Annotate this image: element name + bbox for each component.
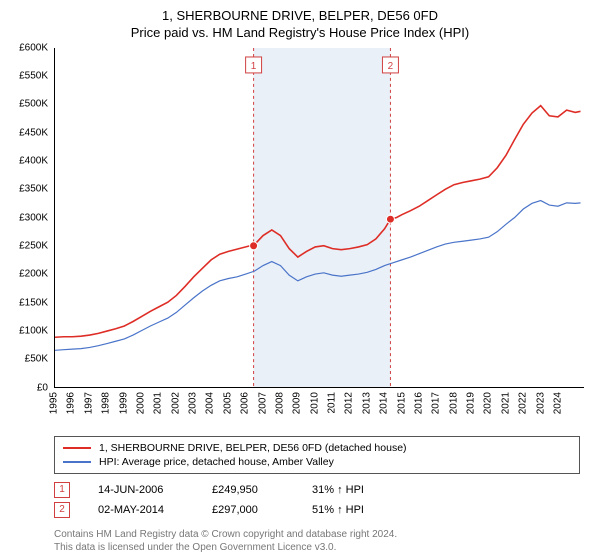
x-tick-label: 2024 — [552, 392, 563, 414]
x-tick-label: 1998 — [101, 392, 112, 414]
y-axis: £0£50K£100K£150K£200K£250K£300K£350K£400… — [10, 48, 50, 388]
y-tick-label: £200K — [19, 269, 48, 280]
chart-area: £0 £50K £100K £150K £200K £250K £300K £350K £400… — [10, 48, 590, 432]
svg-text:1: 1 — [251, 61, 257, 72]
x-tick-label: 2020 — [483, 392, 494, 414]
footer-line2: This data is licensed under the Open Gov… — [54, 541, 580, 554]
x-tick-label: 2015 — [396, 392, 407, 414]
legend: 1, SHERBOURNE DRIVE, BELPER, DE56 0FD (d… — [54, 436, 580, 474]
y-tick-label: £300K — [19, 212, 48, 223]
x-tick-label: 2013 — [361, 392, 372, 414]
y-tick-label: £550K — [19, 71, 48, 82]
marker-row: 2 02-MAY-2014 £297,000 51% ↑ HPI — [54, 500, 580, 520]
x-tick-label: 2022 — [518, 392, 529, 414]
legend-swatch — [63, 461, 91, 463]
x-tick-label: 2007 — [257, 392, 268, 414]
x-tick-label: 2000 — [135, 392, 146, 414]
x-tick-label: 2023 — [535, 392, 546, 414]
legend-item: HPI: Average price, detached house, Ambe… — [63, 455, 571, 469]
x-tick-label: 2011 — [327, 392, 338, 414]
y-tick-label: £150K — [19, 297, 48, 308]
x-tick-label: 2005 — [222, 392, 233, 414]
y-tick-label: £50K — [25, 354, 48, 365]
marker-date: 02-MAY-2014 — [98, 504, 184, 516]
x-tick-label: 2003 — [188, 392, 199, 414]
legend-swatch — [63, 447, 91, 449]
marker-table: 1 14-JUN-2006 £249,950 31% ↑ HPI 2 02-MAY-201… — [54, 480, 580, 520]
marker-row: 1 14-JUN-2006 £249,950 31% ↑ HPI — [54, 480, 580, 500]
x-tick-label: 1997 — [83, 392, 94, 414]
plot-area: 12 — [54, 48, 584, 388]
x-tick-label: 2014 — [379, 392, 390, 414]
chart-container: 1, SHERBOURNE DRIVE, BELPER, DE56 0FD Pr… — [0, 0, 600, 560]
x-tick-label: 2006 — [240, 392, 251, 414]
y-tick-label: £450K — [19, 127, 48, 138]
footer-line1: Contains HM Land Registry data © Crown c… — [54, 528, 580, 541]
x-tick-label: 2018 — [448, 392, 459, 414]
legend-item: 1, SHERBOURNE DRIVE, BELPER, DE56 0FD (d… — [63, 441, 571, 455]
chart-title: 1, SHERBOURNE DRIVE, BELPER, DE56 0FD Pr… — [10, 8, 590, 42]
x-tick-label: 2002 — [170, 392, 181, 414]
x-axis: 1995199619971998199920002001200220032004… — [54, 388, 584, 430]
title-subtitle: Price paid vs. HM Land Registry's House … — [10, 25, 590, 42]
footer-attribution: Contains HM Land Registry data © Crown c… — [54, 528, 580, 554]
x-tick-label: 2012 — [344, 392, 355, 414]
x-tick-label: 2019 — [466, 392, 477, 414]
legend-label: HPI: Average price, detached house, Ambe… — [99, 456, 334, 468]
x-tick-label: 2016 — [413, 392, 424, 414]
y-tick-label: £600K — [19, 42, 48, 53]
marker-number-box: 1 — [54, 482, 70, 498]
x-tick-label: 1999 — [118, 392, 129, 414]
x-tick-label: 2010 — [309, 392, 320, 414]
x-tick-label: 2017 — [431, 392, 442, 414]
y-tick-label: £400K — [19, 156, 48, 167]
y-tick-label: £250K — [19, 241, 48, 252]
y-tick-label: £100K — [19, 326, 48, 337]
x-tick-label: 2001 — [153, 392, 164, 414]
title-address: 1, SHERBOURNE DRIVE, BELPER, DE56 0FD — [10, 8, 590, 25]
marker-price: £249,950 — [212, 484, 284, 496]
x-tick-label: 2004 — [205, 392, 216, 414]
marker-date: 14-JUN-2006 — [98, 484, 184, 496]
x-tick-label: 1996 — [66, 392, 77, 414]
marker-pct: 31% ↑ HPI — [312, 484, 398, 496]
svg-text:2: 2 — [388, 61, 394, 72]
legend-label: 1, SHERBOURNE DRIVE, BELPER, DE56 0FD (d… — [99, 442, 407, 454]
x-tick-label: 2008 — [274, 392, 285, 414]
y-tick-label: £500K — [19, 99, 48, 110]
y-tick-label: £350K — [19, 184, 48, 195]
marker-number-box: 2 — [54, 502, 70, 518]
x-tick-label: 2021 — [500, 392, 511, 414]
x-tick-label: 1995 — [49, 392, 60, 414]
marker-pct: 51% ↑ HPI — [312, 504, 398, 516]
plot-svg: 12 — [55, 48, 584, 387]
y-tick-label: £0 — [37, 382, 48, 393]
marker-price: £297,000 — [212, 504, 284, 516]
x-tick-label: 2009 — [292, 392, 303, 414]
